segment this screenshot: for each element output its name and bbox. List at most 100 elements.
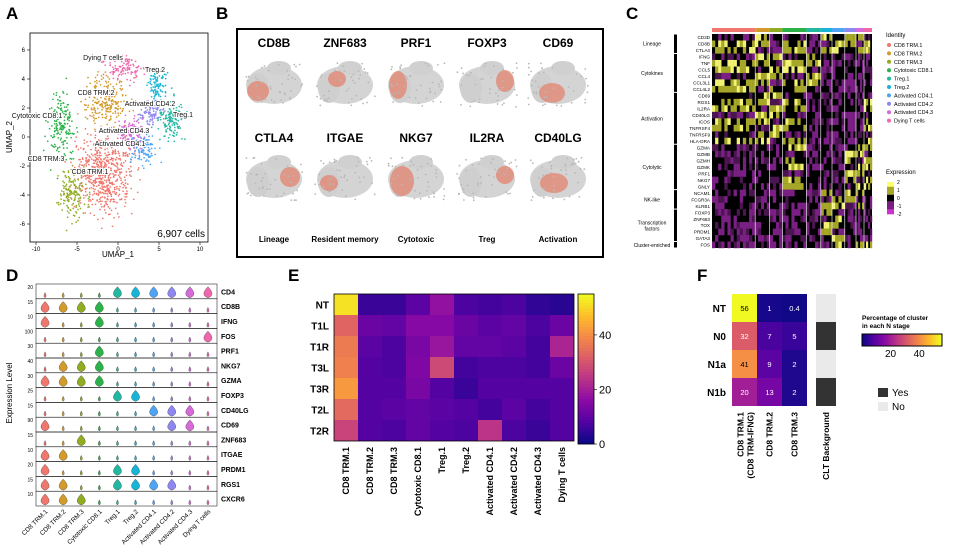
umap-point — [61, 128, 64, 131]
heatmap-cell — [742, 66, 747, 74]
heatmap-cell — [758, 111, 762, 119]
heatmap-cell — [794, 79, 798, 87]
umap-point — [99, 163, 102, 165]
umap-point — [101, 100, 104, 103]
umap-point — [69, 157, 72, 160]
umap-point — [63, 119, 66, 122]
umap-point — [59, 133, 61, 136]
heatmap-cell — [550, 420, 574, 441]
umap-point — [147, 149, 150, 152]
heatmap-cell — [850, 222, 854, 229]
heatmap-cell — [838, 150, 842, 158]
expression-gradient-step — [887, 196, 894, 199]
umap-cluster-label: Activated CD4.2 — [125, 101, 176, 108]
heatmap-gene-label: GNLY — [698, 184, 710, 189]
umap-point — [116, 54, 119, 56]
umap-point — [54, 112, 57, 115]
umap-point — [110, 100, 113, 103]
heatmap-cell — [727, 157, 731, 164]
heatmap-cell — [868, 66, 871, 74]
heatmap-cell — [832, 222, 836, 229]
umap-point — [107, 143, 110, 146]
heatmap-cell — [856, 111, 859, 119]
heatmap-cell — [835, 59, 839, 67]
violin-gene-label: CD40LG — [221, 408, 249, 415]
umap-point — [55, 125, 58, 127]
heatmap-cell — [812, 215, 816, 223]
umap-point — [147, 143, 150, 146]
heatmap-cell — [758, 222, 762, 229]
heatmap-cell — [794, 105, 798, 113]
umap-point — [135, 71, 138, 73]
violin-shape — [170, 381, 173, 387]
heatmap-gene-label: RGS1 — [697, 100, 710, 105]
heatmap-cell — [817, 176, 821, 184]
umap-point — [104, 148, 106, 151]
heatmap-cell — [797, 46, 801, 54]
umap-point — [181, 116, 184, 119]
heatmap-cell — [782, 137, 786, 145]
heatmap-cell — [712, 105, 716, 113]
umap-point — [121, 134, 124, 137]
heatmap-cell — [776, 118, 780, 125]
heatmap-cell — [733, 59, 737, 67]
heatmap-cell — [733, 111, 737, 119]
heatmap-cell — [779, 157, 783, 164]
heatmap-cell — [736, 157, 740, 164]
violin-shape — [116, 307, 119, 313]
umap-point — [119, 173, 121, 175]
heatmap-cell — [772, 98, 777, 106]
heatmap-cell — [739, 59, 744, 67]
umap-point — [84, 151, 87, 154]
heatmap-cell — [847, 34, 851, 41]
umap-point — [118, 128, 121, 131]
umap-point — [111, 183, 114, 186]
heatmap-cell — [838, 85, 842, 93]
umap-point — [95, 90, 98, 92]
heatmap-cell — [766, 209, 770, 216]
heatmap-cell — [826, 40, 830, 48]
umap-point — [95, 79, 98, 82]
umap-point — [62, 184, 65, 187]
colorbar-step — [578, 387, 594, 391]
heatmap-cell — [779, 79, 783, 87]
heatmap-cell — [870, 163, 873, 171]
heatmap-cell — [826, 131, 830, 138]
heatmap-cell — [794, 46, 798, 54]
heatmap-cell — [772, 241, 777, 249]
heatmap-cell — [791, 157, 795, 164]
umap-point — [100, 164, 103, 167]
umap-point — [51, 136, 54, 139]
violin-ymax-label: 30 — [27, 374, 33, 380]
umap-point — [84, 108, 86, 111]
violin-shape — [185, 404, 195, 417]
heatmap-gene-label: GATA3 — [696, 236, 711, 241]
umap-point — [141, 141, 144, 143]
heatmap-cell — [844, 202, 848, 210]
umap-point — [100, 147, 103, 150]
umap-point — [176, 123, 179, 126]
heatmap-cell — [862, 241, 865, 249]
heatmap-cell — [870, 72, 873, 80]
heatmap-cell — [779, 72, 783, 80]
umap-point — [122, 183, 125, 186]
heatmap-cell — [715, 144, 719, 151]
identity-legend-swatch — [887, 51, 891, 56]
umap-point — [148, 148, 151, 151]
umap-point — [157, 92, 159, 95]
umap-point — [154, 153, 157, 156]
violin-shape — [149, 404, 158, 417]
heatmap-cell — [785, 124, 789, 132]
violin-gene-label: RGS1 — [221, 482, 240, 489]
heatmap-cell — [794, 59, 798, 67]
umap-point — [105, 93, 108, 96]
heatmap-cell — [803, 124, 807, 132]
heatmap-cell — [835, 79, 839, 87]
heatmap-cell — [817, 228, 821, 236]
heatmap-cell — [815, 59, 819, 67]
heatmap-cell — [797, 59, 801, 67]
umap-point — [55, 123, 58, 125]
heatmap-cell — [760, 131, 765, 138]
umap-point — [109, 176, 112, 179]
umap-point — [117, 107, 119, 110]
